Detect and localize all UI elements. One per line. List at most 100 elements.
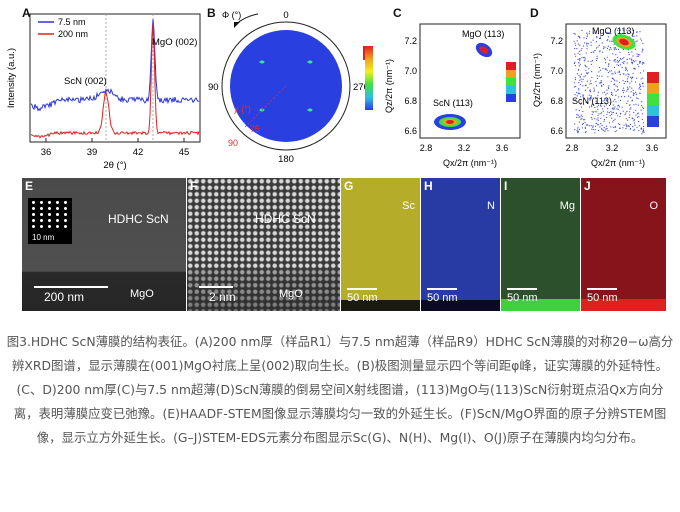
scatter-dot [586, 42, 588, 44]
scatter-dot [602, 51, 604, 53]
scatter-dot [594, 129, 596, 131]
scatter-dot [618, 59, 621, 62]
scatter-dot [582, 45, 585, 47]
scatter-dot [613, 119, 615, 121]
scatter-dot [581, 81, 583, 83]
scatter-dot [630, 58, 632, 60]
diffraction-dot [56, 219, 59, 222]
scatter-dot [584, 89, 586, 91]
panel-d-rsm: Qz/2π (nm⁻¹) MgO (113) ScN (113) 7.2 7.0… [532, 23, 667, 168]
scatter-dot [592, 125, 594, 127]
scatter-dot [642, 61, 644, 63]
scatter-dot [635, 41, 637, 43]
panel-c-xtick-2: 3.6 [496, 143, 509, 153]
scatter-dot [599, 36, 601, 38]
scatter-dot [632, 126, 634, 128]
scatter-dot [591, 76, 593, 78]
panel-c-mgo-spot [475, 42, 493, 58]
scatter-dot [641, 101, 643, 103]
annot-scn-002: ScN (002) [64, 76, 107, 87]
diffraction-dot [40, 219, 43, 222]
scatter-dot [607, 45, 609, 47]
scatter-dot [607, 39, 609, 41]
scatter-dot [580, 103, 582, 105]
scatter-dot [606, 128, 608, 130]
scatter-dot [609, 46, 611, 49]
scatter-dot [613, 60, 615, 62]
scatter-dot [590, 51, 592, 54]
scatter-dot [635, 60, 637, 62]
panel-e-scale-text: 200 nm [44, 290, 85, 304]
scatter-dot [578, 121, 580, 123]
scatter-dot [574, 129, 576, 131]
scatter-dot [606, 89, 608, 91]
scatter-dot [619, 71, 621, 73]
scatter-dot [602, 110, 604, 112]
scatter-dot [623, 82, 625, 84]
scatter-dot [596, 77, 598, 80]
scatter-dot [640, 38, 642, 40]
scatter-dot [641, 83, 643, 85]
scatter-dot [628, 95, 630, 97]
scatter-dot [617, 29, 619, 31]
scatter-dot [596, 75, 598, 77]
scatter-dot [618, 106, 620, 108]
scatter-dot [602, 100, 604, 102]
scatter-dot [586, 36, 588, 38]
scatter-dot [603, 105, 605, 107]
scatter-dot [597, 117, 599, 119]
scatter-dot [584, 85, 586, 87]
panel-j-scale-bar [587, 288, 617, 290]
scatter-dot [614, 47, 616, 49]
scatter-dot [602, 67, 604, 70]
scatter-dot [612, 73, 614, 75]
scatter-dot [594, 125, 597, 127]
scatter-dot [641, 133, 643, 135]
scatter-dot [578, 92, 580, 94]
scatter-dot [599, 69, 601, 71]
scatter-dot [581, 123, 584, 125]
panel-e-scale-bar [34, 286, 108, 288]
panel-c-ytick-1: 7.0 [404, 66, 417, 76]
diffraction-dot [32, 219, 35, 222]
panel-c-xticks: 2.8 3.2 3.6 [420, 143, 509, 153]
scatter-dot [592, 111, 594, 113]
scatter-dot [576, 113, 578, 116]
inset-diffraction-dots [28, 198, 72, 238]
scatter-dot [595, 41, 598, 43]
scatter-dot [574, 82, 576, 84]
scatter-dot [638, 121, 640, 123]
scatter-dot [598, 44, 600, 47]
scatter-dot [600, 105, 602, 107]
scatter-dot [599, 104, 602, 106]
scatter-dot [607, 36, 609, 38]
scatter-dot [614, 126, 616, 129]
scatter-dot [623, 124, 625, 126]
panel-a-letter: A [22, 6, 31, 20]
diffraction-dot [32, 201, 35, 204]
scatter-dot [582, 78, 584, 80]
panel-c-letter: C [393, 6, 402, 20]
scatter-dot [636, 31, 638, 33]
scatter-dot [576, 73, 578, 75]
scatter-dot [625, 67, 627, 70]
scatter-dot [603, 57, 605, 60]
panel-h-scale-text: 50 nm [427, 292, 458, 304]
scatter-dot [593, 32, 595, 34]
scatter-dot [634, 124, 636, 126]
scatter-dot [578, 116, 580, 118]
pole-colorbar [363, 46, 365, 60]
scatter-dot [597, 46, 599, 48]
scatter-dot [629, 82, 631, 84]
scatter-dot [585, 101, 587, 103]
panel-a-xticks: 36 39 42 45 [41, 138, 189, 158]
scatter-dot [639, 54, 641, 56]
scatter-dot [614, 118, 616, 120]
scatter-dot [631, 33, 634, 35]
scatter-dot [590, 116, 592, 119]
scatter-dot [630, 107, 632, 109]
scatter-dot [585, 131, 587, 133]
scatter-dot [622, 80, 624, 82]
scatter-dot [574, 77, 576, 79]
scatter-dot [629, 108, 631, 110]
